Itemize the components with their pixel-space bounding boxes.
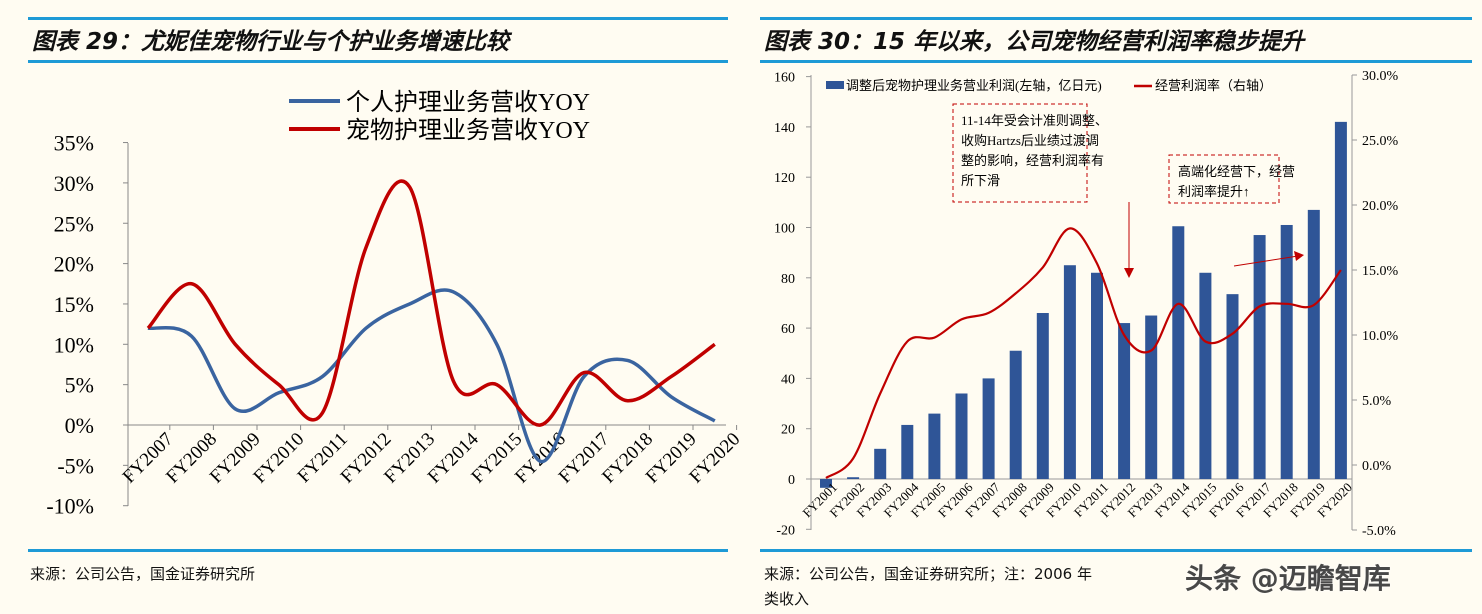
y-tick-label: 5% [65,373,94,398]
left-source: 来源：公司公告，国金证券研究所 [30,565,256,583]
series-line-personal-care [147,288,716,464]
right-panel: 图表 30：15 年以来，公司宠物经营利润率稳步提升 来源：公司公告，国金证券研… [740,0,1482,614]
y-tick-label: -5% [57,453,94,478]
left-chart-title: 图表 29：尤妮佳宠物行业与个护业务增速比较 [32,29,510,55]
y-tick-label: 30% [54,171,94,196]
left-panel: 图表 29：尤妮佳宠物行业与个护业务增速比较 35% 30% 25% 20% 15% 10… [0,0,740,614]
source-rule [760,549,1472,552]
series-line-pet [146,179,716,427]
title-rule-bottom [760,60,1472,63]
title-rule-top [28,17,728,20]
title-rule-top [760,17,1472,20]
right-chart-title: 图表 30：15 年以来，公司宠物经营利润率稳步提升 [764,29,1305,55]
legend-label: 宠物护理业务营收YOY [346,117,590,144]
watermark: 头条 @迈瞻智库 [1185,562,1391,595]
y-tick-label: 10% [54,332,94,357]
title-rule-bottom [28,60,728,63]
right-source-line1: 来源：公司公告，国金证券研究所；注：2006 年 [764,565,1092,583]
legend-label: 个人护理业务营收YOY [346,89,590,116]
source-rule [28,549,728,552]
y-tick-label: 35% [54,131,94,156]
y-tick-label: -10% [46,494,94,519]
y-tick-label: 15% [54,292,94,317]
y-tick-label: 25% [54,211,94,236]
right-source-line2: 类收入 [764,590,810,608]
left-chart: 35%30%25%20%15%10%5%0%-5%-10%FY2007FY200… [46,89,740,519]
y-tick-label: 0% [65,413,94,438]
y-tick-label: 20% [54,252,94,277]
